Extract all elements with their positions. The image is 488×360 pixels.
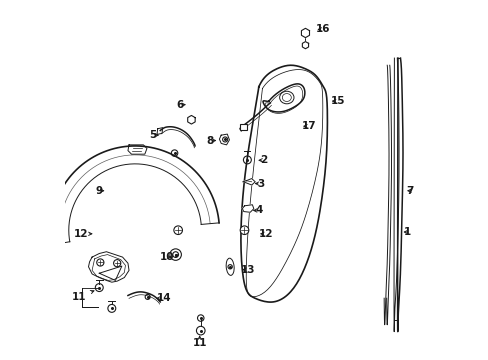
Text: 2: 2 bbox=[260, 155, 267, 165]
Circle shape bbox=[97, 259, 104, 266]
Text: 15: 15 bbox=[330, 96, 344, 106]
Text: 12: 12 bbox=[258, 229, 273, 239]
Polygon shape bbox=[301, 28, 309, 38]
Bar bbox=[240, 124, 247, 130]
Polygon shape bbox=[242, 205, 253, 212]
Text: 4: 4 bbox=[255, 206, 262, 216]
Circle shape bbox=[113, 260, 121, 267]
Text: 16: 16 bbox=[316, 24, 330, 35]
Text: 10: 10 bbox=[160, 252, 174, 262]
Text: 12: 12 bbox=[74, 229, 88, 239]
Text: 14: 14 bbox=[156, 293, 171, 303]
Text: 5: 5 bbox=[149, 130, 156, 140]
Polygon shape bbox=[302, 41, 308, 49]
Text: 3: 3 bbox=[257, 179, 264, 189]
Text: 17: 17 bbox=[301, 121, 316, 131]
Circle shape bbox=[240, 226, 248, 234]
Text: 1: 1 bbox=[403, 227, 410, 237]
Text: 7: 7 bbox=[405, 186, 412, 196]
Text: 6: 6 bbox=[176, 100, 183, 110]
Text: 13: 13 bbox=[241, 265, 255, 275]
Text: 9: 9 bbox=[96, 186, 102, 196]
Text: 11: 11 bbox=[72, 292, 86, 302]
Circle shape bbox=[174, 226, 182, 234]
Polygon shape bbox=[242, 179, 255, 185]
Text: 11: 11 bbox=[192, 338, 206, 348]
Polygon shape bbox=[187, 116, 195, 124]
Text: 8: 8 bbox=[206, 136, 214, 145]
